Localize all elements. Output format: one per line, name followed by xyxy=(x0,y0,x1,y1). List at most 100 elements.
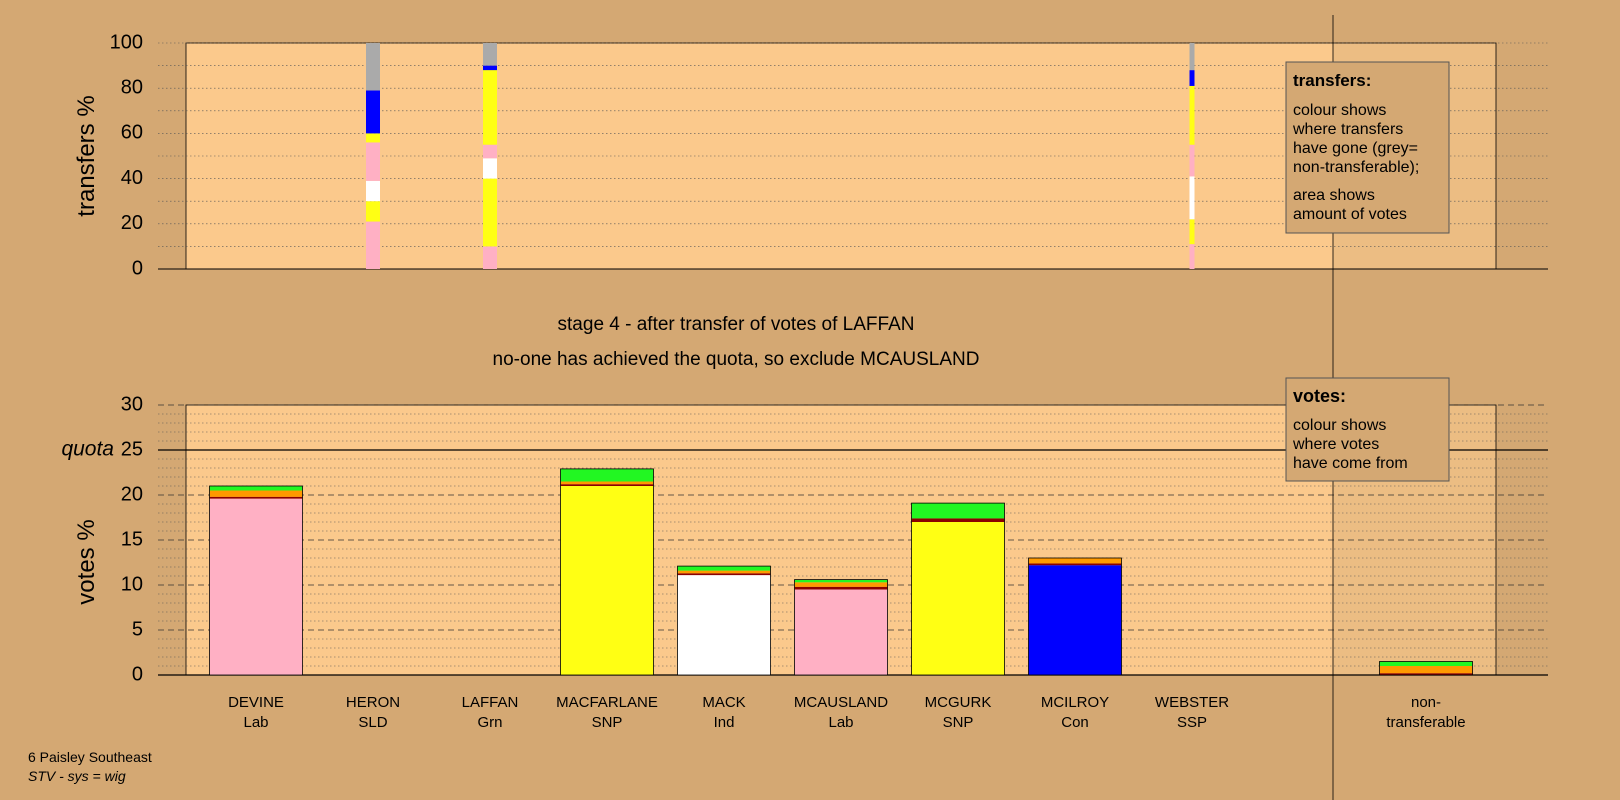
candidate-labels: DEVINE Lab HERON SLD LAFFAN Grn MACFARLANE SNP M… xyxy=(228,694,1466,731)
transfers-axis-title: transfers % xyxy=(73,95,100,216)
transfer-segment xyxy=(1189,244,1195,269)
transfers-tick-label: 20 xyxy=(121,212,143,234)
candidate-name: MCILROY xyxy=(1041,694,1109,711)
vote-bar-outline xyxy=(794,579,888,676)
votes-legend-line: colour shows xyxy=(1293,417,1386,434)
vote-segment xyxy=(1028,563,1122,566)
transfers-tick-label: 40 xyxy=(121,167,143,189)
vote-segment xyxy=(209,496,303,499)
candidate-name: WEBSTER xyxy=(1155,694,1229,711)
vote-segment xyxy=(560,484,654,486)
vote-segment xyxy=(677,570,771,574)
vote-segment xyxy=(911,503,1005,519)
vote-segment xyxy=(911,518,1005,522)
candidate-name: MACK xyxy=(702,694,745,711)
votes-legend-title: votes: xyxy=(1293,386,1346,406)
transfers-legend-line: where transfers xyxy=(1292,121,1403,138)
transfer-segment xyxy=(366,90,380,134)
transfers-tick-label: 100 xyxy=(110,31,143,53)
vote-segment xyxy=(794,582,888,587)
vote-segment xyxy=(911,522,1005,675)
transfer-segment xyxy=(366,133,380,143)
vote-segment xyxy=(560,486,654,675)
vote-bar-outline xyxy=(911,502,1005,676)
candidate-party: SNP xyxy=(592,714,623,731)
stage-title: stage 4 - after transfer of votes of LAF… xyxy=(558,314,915,335)
transfer-segment xyxy=(483,246,497,269)
candidate-name: MCAUSLAND xyxy=(794,694,888,711)
vote-segment xyxy=(1028,558,1122,564)
vote-segment xyxy=(1379,673,1473,675)
vote-segment xyxy=(209,486,303,491)
transfers-legend-title: transfers: xyxy=(1293,71,1371,90)
transfer-segment xyxy=(366,201,380,222)
votes-tick-label: 10 xyxy=(121,573,143,595)
vote-segment xyxy=(1028,565,1122,675)
transfer-segment xyxy=(483,65,497,71)
candidate-party: SLD xyxy=(358,714,387,731)
votes-tick-label: 5 xyxy=(132,618,143,640)
votes-tick-label: 30 xyxy=(121,393,143,415)
transfer-segment xyxy=(366,43,380,91)
transfer-segment xyxy=(483,70,497,145)
transfer-segment xyxy=(1189,176,1195,220)
vote-segment xyxy=(209,490,303,497)
candidate-name: MCGURK xyxy=(925,694,992,711)
footer-system: STV - sys = wig xyxy=(28,768,126,784)
transfer-segment xyxy=(1189,85,1195,145)
transfer-segment xyxy=(483,43,497,66)
transfers-legend-line: area shows xyxy=(1293,187,1375,204)
transfer-segment xyxy=(1189,144,1195,177)
votes-tick-label: 20 xyxy=(121,483,143,505)
votes-legend-line: where votes xyxy=(1292,436,1379,453)
nontransferable-label: transferable xyxy=(1386,714,1465,731)
transfers-legend: transfers: colour shows where transfers … xyxy=(1285,61,1450,234)
transfer-segment xyxy=(366,180,380,202)
candidate-party: Lab xyxy=(828,714,853,731)
transfers-tick-label: 0 xyxy=(132,257,143,279)
vote-bar-outline xyxy=(677,565,771,676)
stage-subtitle: no-one has achieved the quota, so exclud… xyxy=(493,349,980,370)
footer-constituency: 6 Paisley Southeast xyxy=(28,749,152,765)
vote-segment xyxy=(560,481,654,485)
vote-segment xyxy=(1379,666,1473,674)
transfers-legend-line: amount of votes xyxy=(1293,206,1407,223)
transfer-segment xyxy=(483,158,497,179)
transfers-tick-label: 60 xyxy=(121,122,143,144)
vote-segment xyxy=(677,573,771,576)
candidate-party: Lab xyxy=(243,714,268,731)
transfer-segment xyxy=(483,178,497,247)
vote-bar-outline xyxy=(1379,661,1473,676)
candidate-name: MACFARLANE xyxy=(556,694,658,711)
vote-segment xyxy=(794,586,888,590)
transfers-plot-area xyxy=(185,42,1497,270)
candidate-name: LAFFAN xyxy=(462,694,519,711)
vote-segment xyxy=(794,589,888,675)
votes-y-ticks: 0 5 10 15 20 25 30 xyxy=(121,393,143,685)
transfer-segment xyxy=(366,221,380,269)
candidate-party: SNP xyxy=(943,714,974,731)
votes-legend-line: have come from xyxy=(1293,455,1408,472)
candidate-party: Ind xyxy=(714,714,735,731)
candidate-party: Grn xyxy=(477,714,502,731)
nontransferable-label: non- xyxy=(1411,694,1441,711)
vote-bar-outline xyxy=(209,485,303,676)
vote-segment xyxy=(794,579,888,583)
vote-segment xyxy=(677,566,771,571)
transfer-segment xyxy=(1189,43,1195,71)
vote-segment xyxy=(1379,661,1473,666)
votes-axis-title: votes % xyxy=(73,519,100,604)
votes-tick-label: 0 xyxy=(132,663,143,685)
transfers-legend-line: non-transferable); xyxy=(1293,159,1419,176)
transfers-bars xyxy=(366,43,1195,269)
transfers-y-ticks: 0 20 40 60 80 100 xyxy=(110,31,143,279)
votes-bars xyxy=(209,468,1473,676)
vote-segment xyxy=(560,468,654,482)
candidate-name: HERON xyxy=(346,694,400,711)
votes-legend: votes: colour shows where votes have com… xyxy=(1285,377,1450,482)
transfers-grid xyxy=(158,42,1548,270)
transfers-legend-line: have gone (grey= xyxy=(1293,140,1418,157)
quota-label: quota xyxy=(61,438,114,461)
votes-tick-label: 15 xyxy=(121,528,143,550)
candidate-party: Con xyxy=(1061,714,1089,731)
